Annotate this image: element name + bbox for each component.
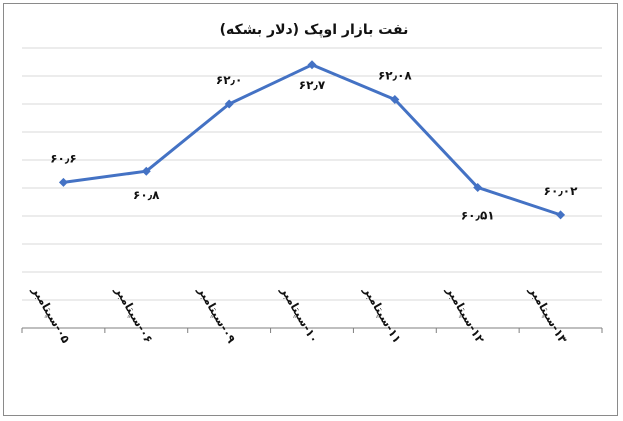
data-label: ۶۰٫۵۱ — [461, 208, 495, 222]
x-tick-label: ۱۰-سپتامبر — [277, 283, 321, 345]
x-tick-label: ۱۲-سپتامبر — [443, 283, 487, 345]
line-chart: نفت بازار اوپک (دلار بشکه) ۶۰٫۶۶۰٫۸۶۲٫۰ ۶… — [21, 22, 603, 346]
x-tick-labels: ۰۵-سپتامبر ۰۶-سپتامبر ۰۹-سپتامبر ۱۰-سپتامبر… — [29, 283, 570, 345]
x-tick-label: ۰۹-سپتامبر — [195, 283, 239, 345]
chart-title: نفت بازار اوپک (دلار بشکه) — [220, 22, 409, 38]
data-label: ۶۲٫۰ — [216, 73, 242, 87]
x-tick-label: ۱۳-سپتامبر — [526, 283, 570, 345]
data-point-marker — [307, 60, 317, 70]
data-point-marker — [390, 95, 400, 105]
data-point-marker — [556, 210, 566, 220]
data-label: ۶۲٫۰۸ — [378, 69, 412, 83]
series-line-layer — [58, 60, 566, 220]
x-tick-label: ۰۶-سپتامبر — [112, 283, 156, 345]
data-point-marker — [58, 177, 68, 187]
data-label: ۶۰٫۸ — [133, 188, 160, 202]
data-label: ۶۲٫۷ — [299, 78, 326, 92]
data-label: ۶۰٫۶ — [50, 151, 76, 165]
data-labels: ۶۰٫۶ ۶۰٫۸ ۶۲٫۰ ۶۲٫۷ ۶۲٫۰۸ ۶۰٫۵۱ ۶۰٫۰۲ — [50, 69, 578, 223]
x-tick-label: ۱۱-سپتامبر — [360, 283, 404, 345]
data-point-marker — [224, 99, 234, 109]
x-tick-label: ۰۵-سپتامبر — [29, 283, 73, 345]
data-point-marker — [141, 166, 151, 176]
data-point-marker — [473, 182, 483, 192]
chart-frame: نفت بازار اوپک (دلار بشکه) ۶۰٫۶ ۶۰٫۸ ۶۲٫۰ ۶… — [3, 3, 618, 416]
gridlines — [22, 47, 602, 301]
data-label: ۶۰٫۰۲ — [544, 184, 578, 198]
x-axis — [21, 327, 603, 333]
